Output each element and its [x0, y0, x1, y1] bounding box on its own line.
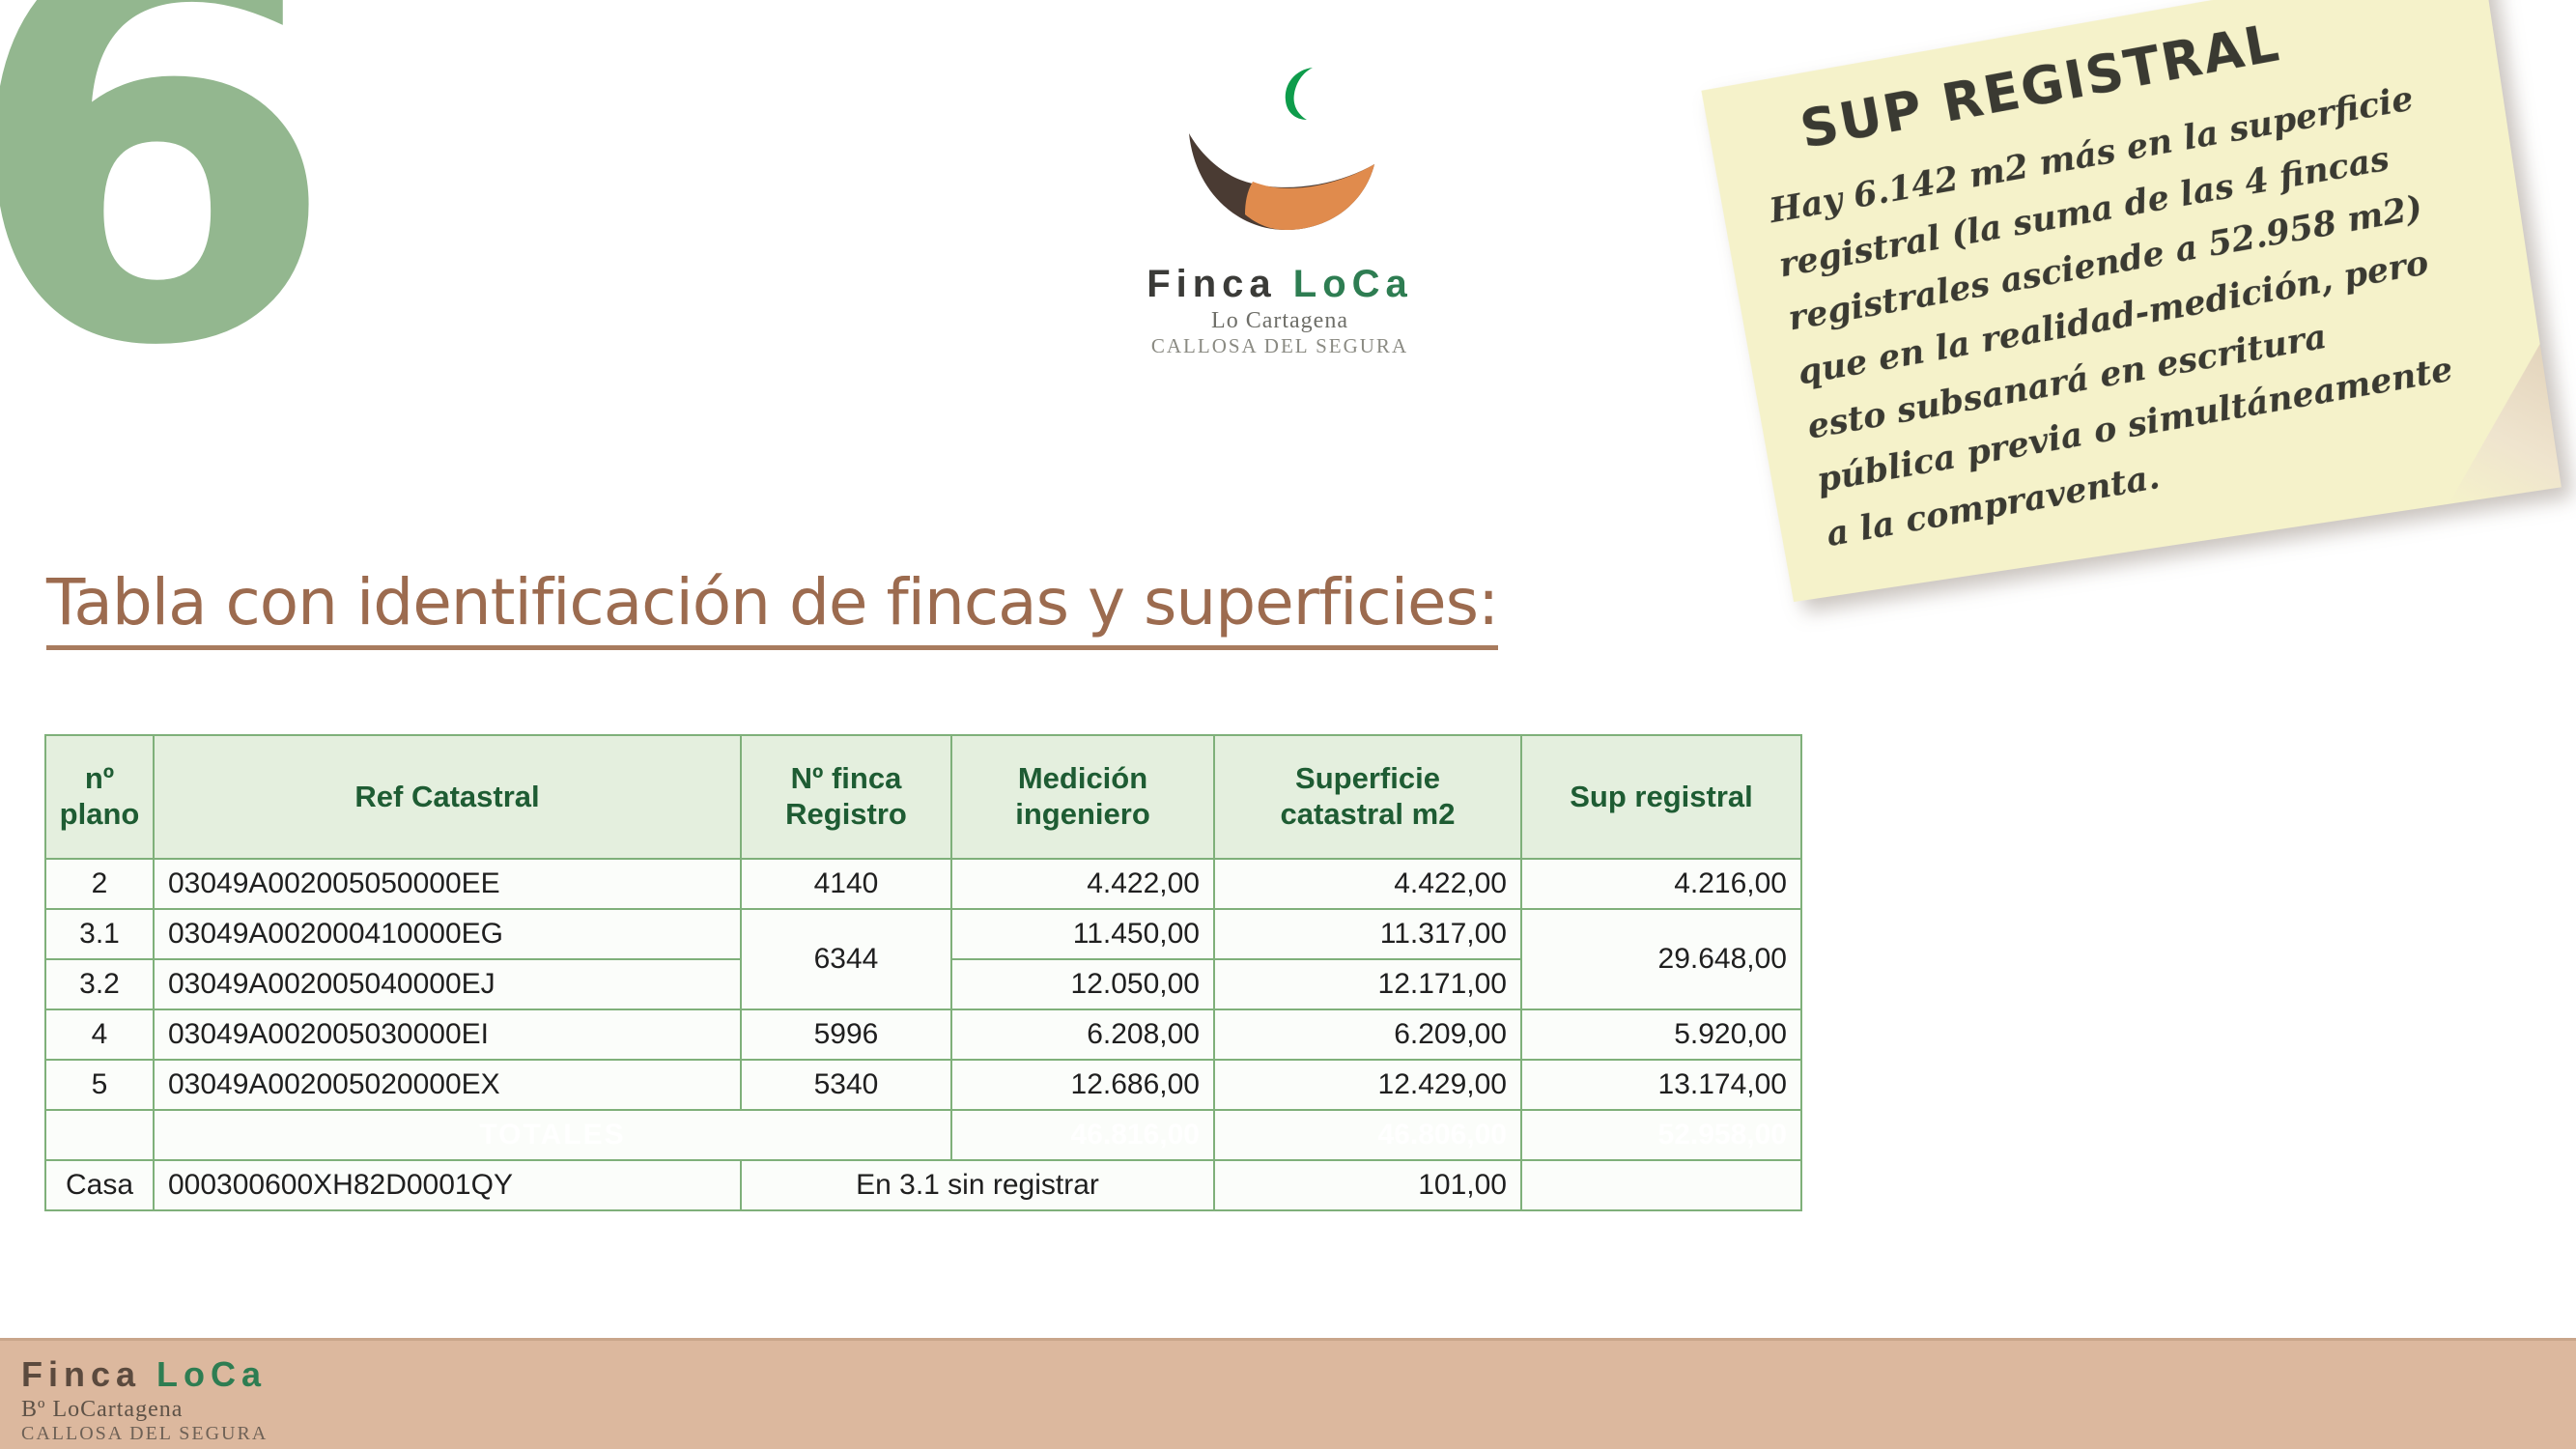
cell-plano: 2 — [44, 858, 155, 910]
slide-number: 6 — [0, 0, 338, 465]
cell-ref-catastral: 03049A002005030000EI — [153, 1009, 742, 1061]
fincas-superficies-table: nº plano Ref Catastral Nº finca Registro… — [44, 734, 1802, 1211]
cell-plano: 3.2 — [44, 958, 155, 1010]
cell-totales-label: TOTALES — [153, 1109, 952, 1161]
cell-ref-catastral: 03049A002005040000EJ — [153, 958, 742, 1010]
cell-nfinca: 4140 — [740, 858, 952, 910]
cell-plano: 4 — [44, 1009, 155, 1061]
cell-plano: 3.1 — [44, 908, 155, 960]
cell-casa-catastral: 101,00 — [1213, 1159, 1522, 1211]
footer-subtitle-locartagena: Bº LoCartagena — [21, 1397, 184, 1422]
logo-mark — [1116, 58, 1444, 280]
cell-medicion: 12.050,00 — [950, 958, 1215, 1010]
cell-ref-catastral: 03049A002000410000EG — [153, 908, 742, 960]
footer-word-finca: Finca — [21, 1354, 142, 1394]
brand-logo: Finca LoCa Lo Cartagena CALLOSA DEL SEGU… — [1116, 58, 1444, 358]
col-header-plano: nº plano — [44, 734, 155, 860]
footer-subtitle-callosa: CALLOSA DEL SEGURA — [21, 1423, 269, 1444]
table-row: 4 03049A002005030000EI 5996 6.208,00 6.2… — [44, 1009, 1802, 1061]
cell-catastral: 11.317,00 — [1213, 908, 1522, 960]
cell-ref-catastral: 03049A002005050000EE — [153, 858, 742, 910]
col-header-nfinca-registro: Nº finca Registro — [740, 734, 952, 860]
col-header-plano-line1: nº — [84, 761, 115, 796]
logo-subtitle-callosa: CALLOSA DEL SEGURA — [1150, 334, 1409, 357]
page-title: Tabla con identificación de fincas y sup… — [46, 565, 1499, 650]
col-header-catastral-line1: Superficie — [1295, 761, 1440, 796]
col-header-medicion-ingeniero: Medición ingeniero — [950, 734, 1215, 860]
cell-medicion: 6.208,00 — [950, 1009, 1215, 1061]
col-header-ref-catastral: Ref Catastral — [153, 734, 742, 860]
cell-ref-catastral: 03049A002005020000EX — [153, 1059, 742, 1111]
cell-casa-note: En 3.1 sin registrar — [740, 1159, 1215, 1211]
cell-catastral: 4.422,00 — [1213, 858, 1522, 910]
cell-nfinca: 5996 — [740, 1009, 952, 1061]
logo-subtitle-locartagena: Lo Cartagena — [1211, 308, 1348, 333]
cell-casa-ref: 000300600XH82D0001QY — [153, 1159, 742, 1211]
cell-nfinca-merged: 6344 — [740, 908, 952, 1010]
col-header-medicion-line2: ingeniero — [1015, 797, 1150, 831]
footer-word-loca: LoCa — [156, 1354, 268, 1394]
sticky-note-sup-registral: SUP REGISTRAL Hay 6.142 m2 más en la sup… — [1698, 0, 2562, 605]
cell-casa-sup-registral — [1520, 1159, 1802, 1211]
cell-sup-registral: 5.920,00 — [1520, 1009, 1802, 1061]
cell-totales-medicion: 46.816,00 — [950, 1109, 1215, 1161]
cell-totales-catastral: 46.806,00 — [1213, 1109, 1522, 1161]
table-header-row: nº plano Ref Catastral Nº finca Registro… — [44, 734, 1802, 860]
footer-band: Finca LoCa Bº LoCartagena CALLOSA DEL SE… — [0, 1338, 2576, 1449]
logo-word-finca: Finca — [1146, 263, 1277, 305]
table-row-casa: Casa 000300600XH82D0001QY En 3.1 sin reg… — [44, 1159, 1802, 1211]
footer-wordmark: Finca LoCa — [21, 1354, 268, 1395]
table-row: 5 03049A002005020000EX 5340 12.686,00 12… — [44, 1059, 1802, 1111]
cell-medicion: 11.450,00 — [950, 908, 1215, 960]
bowl-shape-icon — [1189, 133, 1374, 230]
cell-casa-plano: Casa — [44, 1159, 155, 1211]
col-header-finca-line1: Nº finca — [790, 761, 902, 796]
logo-word-loca: LoCa — [1292, 263, 1413, 305]
logo-wordmark: Finca LoCa — [1116, 263, 1444, 306]
cell-totales-plano — [44, 1109, 155, 1161]
table-row: 2 03049A002005050000EE 4140 4.422,00 4.4… — [44, 858, 1802, 910]
cell-sup-registral-merged: 29.648,00 — [1520, 908, 1802, 1010]
cell-medicion: 4.422,00 — [950, 858, 1215, 910]
col-header-medicion-line1: Medición — [1017, 761, 1148, 796]
cell-totales-sup-registral: 52.958,00 — [1520, 1109, 1802, 1161]
footer-logo: Finca LoCa Bº LoCartagena CALLOSA DEL SE… — [21, 1354, 268, 1445]
cell-sup-registral: 13.174,00 — [1520, 1059, 1802, 1111]
cell-plano: 5 — [44, 1059, 155, 1111]
cell-catastral: 6.209,00 — [1213, 1009, 1522, 1061]
cell-nfinca: 5340 — [740, 1059, 952, 1111]
col-header-catastral-line2: catastral m2 — [1280, 797, 1456, 831]
cell-catastral: 12.429,00 — [1213, 1059, 1522, 1111]
crescent-moon-icon — [1285, 68, 1313, 120]
col-header-superficie-catastral: Superficie catastral m2 — [1213, 734, 1522, 860]
cell-medicion: 12.686,00 — [950, 1059, 1215, 1111]
cell-catastral: 12.171,00 — [1213, 958, 1522, 1010]
col-header-finca-line2: Registro — [785, 797, 907, 831]
cell-sup-registral: 4.216,00 — [1520, 858, 1802, 910]
col-header-sup-registral: Sup registral — [1520, 734, 1802, 860]
table-row-totales: TOTALES 46.816,00 46.806,00 52.958,00 — [44, 1109, 1802, 1161]
table-row: 3.1 03049A002000410000EG 6344 11.450,00 … — [44, 908, 1802, 1010]
table-row: 3.2 03049A002005040000EJ 12.050,00 12.17… — [44, 958, 1801, 1010]
col-header-plano-line2: plano — [59, 797, 140, 831]
